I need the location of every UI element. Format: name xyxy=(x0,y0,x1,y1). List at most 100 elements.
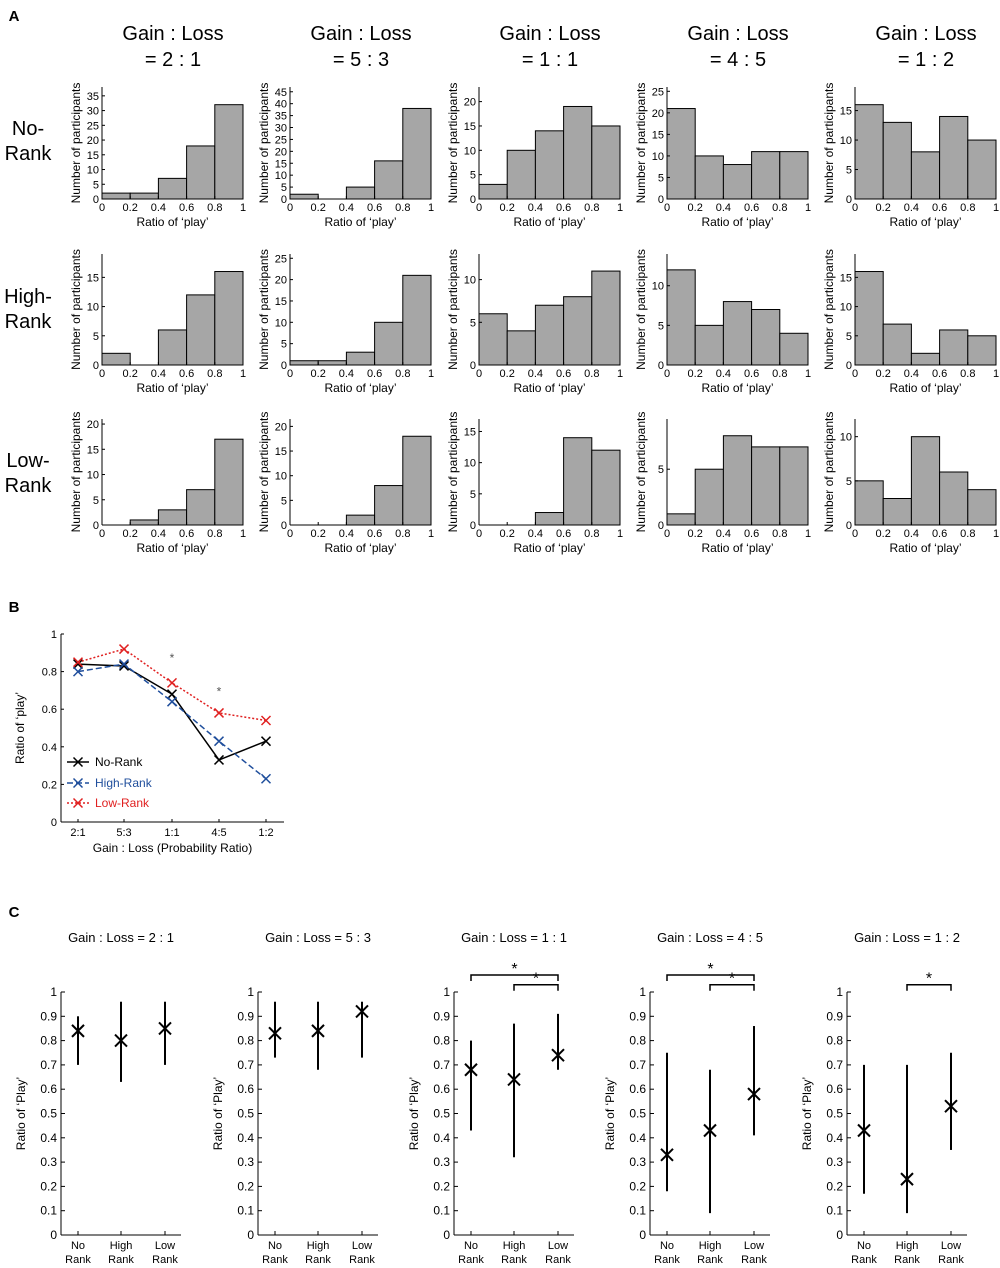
column-title-3: Gain : Loss xyxy=(499,23,600,45)
y-tick-label: 20 xyxy=(275,275,287,287)
x-axis-label: Ratio of ‘play’ xyxy=(136,381,208,395)
x-axis-label: Ratio of ‘play’ xyxy=(889,215,961,229)
hist-bar xyxy=(666,269,696,366)
series-marker-low-rank xyxy=(166,677,178,688)
x-tick-label: 0.8 xyxy=(584,528,599,540)
y-tick-label: 10 xyxy=(275,317,287,329)
errorbar-plot-4: Gain : Loss = 4 : 5 0 0.1 0.2 0.3 0.4 0.5 0.6 0.… xyxy=(603,930,770,1266)
group-label-line2: Rank xyxy=(349,1254,375,1266)
x-tick-label: 0.2 xyxy=(500,368,515,380)
hist-bar xyxy=(666,108,696,200)
y-tick-label: 0.4 xyxy=(42,742,57,754)
mean-marker xyxy=(268,1026,282,1041)
x-tick-label: 0 xyxy=(287,528,293,540)
series-marker-high-rank-stroke-2 xyxy=(166,696,178,707)
x-tick-label: 0.6 xyxy=(744,368,759,380)
x-tick-label: 0 xyxy=(664,202,670,214)
subplot-title: Gain : Loss = 1 : 1 xyxy=(461,930,567,945)
x-tick-label: 0 xyxy=(664,368,670,380)
y-tick-label: 0.9 xyxy=(826,1009,843,1023)
hist-bar xyxy=(157,329,188,366)
mean-marker-stroke-2 xyxy=(311,1024,325,1038)
mean-marker xyxy=(857,1123,871,1138)
y-tick-label: 5 xyxy=(93,495,99,507)
x-tick-label: 1 xyxy=(805,368,811,380)
x-tick-label: 1 xyxy=(617,202,623,214)
hist-bar xyxy=(345,351,376,366)
y-tick-label: 25 xyxy=(87,120,99,132)
series-marker-high-rank xyxy=(213,736,225,747)
x-tick-label: 0 xyxy=(476,202,482,214)
significance-bracket xyxy=(513,983,559,991)
series-marker-high-rank xyxy=(166,696,178,707)
x-tick-label: 5:3 xyxy=(116,827,131,839)
series-marker-low-rank-stroke-2 xyxy=(260,715,272,726)
y-tick-label: 5 xyxy=(470,317,476,329)
y-tick-label: 0.5 xyxy=(40,1107,57,1121)
x-tick-label: 0.6 xyxy=(932,202,947,214)
legend-marker-1 xyxy=(72,756,84,768)
mean-marker-stroke-2 xyxy=(944,1099,958,1113)
y-tick-label: 0 xyxy=(281,520,287,532)
y-axis-label: Ratio of ‘Play’ xyxy=(800,1077,814,1150)
x-tick-label: 0.2 xyxy=(311,528,326,540)
series-line-high-rank xyxy=(77,663,267,780)
hist-bar xyxy=(129,519,159,526)
x-axis-label: Ratio of ‘play’ xyxy=(701,381,773,395)
hist-bar xyxy=(779,151,809,200)
x-tick-label: 0 xyxy=(476,368,482,380)
series-marker-no-rank xyxy=(166,689,178,700)
series-marker-low-rank-stroke-2 xyxy=(118,644,130,655)
x-tick-label: 1 xyxy=(240,202,246,214)
mean-marker-stroke-2 xyxy=(464,1063,478,1077)
y-tick-label: 5 xyxy=(846,476,852,488)
histogram-2-2: 0 5 10 15 20 25 0 0.2 0.4 0.6 0.8 1 Ratio of ‘play’ N… xyxy=(257,249,434,395)
y-axis-label: Ratio of ‘Play’ xyxy=(14,1077,28,1150)
mean-marker xyxy=(551,1048,565,1062)
hist-bar xyxy=(402,107,432,200)
legend-marker-1-stroke-2 xyxy=(72,756,84,768)
x-tick-label: 1 xyxy=(428,368,434,380)
panel-label-a: A xyxy=(9,8,20,25)
group-label-line1: Low xyxy=(941,1240,961,1252)
y-tick-label: 1 xyxy=(836,985,843,999)
significance-star: * xyxy=(511,961,517,978)
x-tick-label: 1 xyxy=(428,528,434,540)
group-label-line1: Low xyxy=(352,1240,372,1252)
y-tick-label: 20 xyxy=(652,108,664,120)
column-subtitle-5: = 1 : 2 xyxy=(898,49,954,71)
histogram-2-3: 0 5 10 0 0.2 0.4 0.6 0.8 1 Ratio of ‘play’ Number … xyxy=(446,249,623,395)
y-axis-label: Ratio of ‘Play’ xyxy=(211,1077,225,1150)
x-tick-label: 0.4 xyxy=(716,368,731,380)
y-tick-label: 0.6 xyxy=(826,1082,843,1096)
y-tick-label: 0.4 xyxy=(629,1131,646,1145)
y-tick-label: 5 xyxy=(281,495,287,507)
histogram-3-1: 0 5 10 15 20 0 0.2 0.4 0.6 0.8 1 Ratio of ‘play’ Num… xyxy=(69,412,246,555)
y-tick-label: 20 xyxy=(87,135,99,147)
hist-bar xyxy=(345,514,376,526)
row-label-2-line2: Rank xyxy=(5,311,53,333)
series-marker-no-rank-stroke-2 xyxy=(118,660,130,671)
significance-bracket xyxy=(906,983,952,991)
x-tick-label: 1:2 xyxy=(258,827,273,839)
y-tick-label: 0.8 xyxy=(40,1034,57,1048)
legend-marker-3 xyxy=(72,797,84,809)
x-tick-label: 0.8 xyxy=(395,528,410,540)
hist-bar xyxy=(910,151,941,200)
histogram-2-4: 0 5 10 0 0.2 0.4 0.6 0.8 1 Ratio of ‘play’ Number … xyxy=(634,249,811,395)
x-tick-label: 0.6 xyxy=(744,202,759,214)
x-tick-label: 0.4 xyxy=(151,368,166,380)
x-tick-label: 1 xyxy=(428,202,434,214)
group-label-line1: Low xyxy=(744,1240,764,1252)
column-title-2: Gain : Loss xyxy=(310,23,411,45)
errorbar-plot-1: Gain : Loss = 2 : 1 0 0.1 0.2 0.3 0.4 0.5 0.6 0.… xyxy=(14,930,181,1266)
x-tick-label: 0.8 xyxy=(207,202,222,214)
y-tick-label: 10 xyxy=(464,275,476,287)
hist-bar xyxy=(563,105,593,200)
hist-bar xyxy=(506,149,536,200)
hist-bar xyxy=(289,193,319,200)
hist-bar xyxy=(534,512,565,526)
series-marker-no-rank-stroke-2 xyxy=(166,689,178,700)
